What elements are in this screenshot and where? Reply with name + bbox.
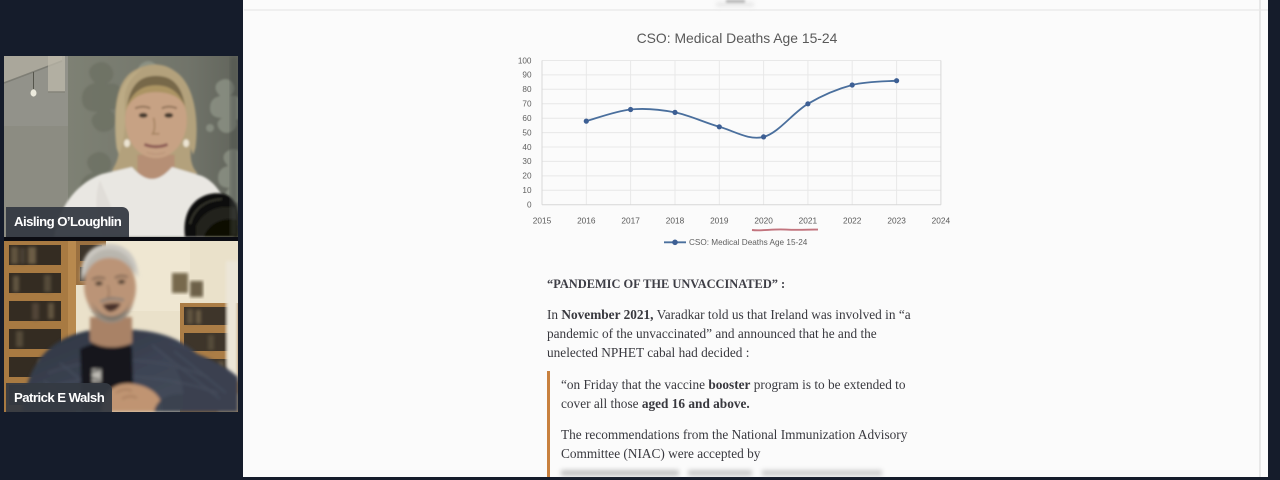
svg-text:2016: 2016: [577, 215, 596, 225]
svg-text:2021: 2021: [799, 215, 818, 225]
svg-text:2023: 2023: [887, 215, 906, 225]
svg-text:50: 50: [522, 128, 532, 137]
svg-text:CSO: Medical Deaths Age 15-24: CSO: Medical Deaths Age 15-24: [637, 30, 838, 46]
svg-text:60: 60: [522, 114, 532, 123]
svg-text:80: 80: [522, 85, 532, 94]
svg-text:30: 30: [522, 157, 532, 166]
svg-text:10: 10: [522, 186, 532, 195]
svg-text:2015: 2015: [533, 215, 552, 225]
svg-text:0: 0: [527, 201, 532, 210]
svg-text:CSO: Medical Deaths Age 15-24: CSO: Medical Deaths Age 15-24: [689, 238, 808, 247]
svg-text:40: 40: [522, 143, 532, 152]
svg-text:70: 70: [522, 100, 532, 109]
svg-text:100: 100: [518, 56, 532, 65]
svg-text:2017: 2017: [621, 215, 640, 225]
svg-text:2024: 2024: [932, 215, 951, 225]
svg-text:2019: 2019: [710, 215, 729, 225]
svg-text:90: 90: [522, 71, 532, 80]
svg-text:2020: 2020: [754, 215, 773, 225]
svg-text:2022: 2022: [843, 215, 862, 225]
svg-text:20: 20: [522, 172, 532, 181]
svg-text:2018: 2018: [666, 215, 685, 225]
